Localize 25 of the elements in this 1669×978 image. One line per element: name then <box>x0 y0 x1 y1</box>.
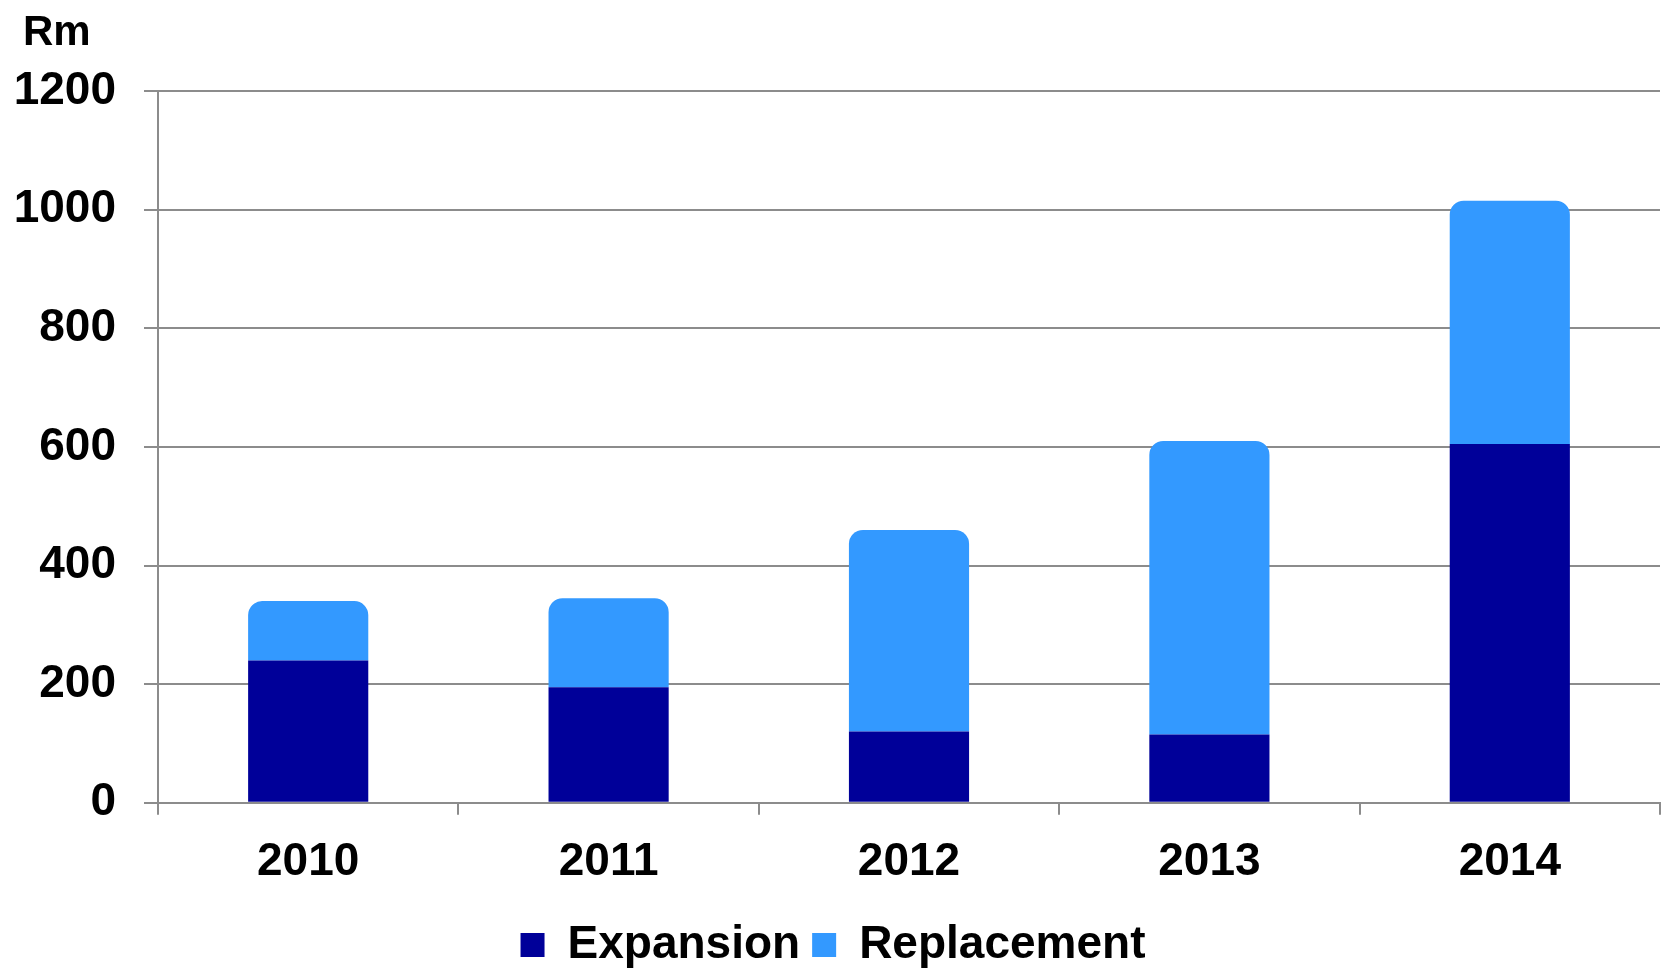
bar <box>1449 443 1570 802</box>
y-tick-label: 400 <box>39 536 116 589</box>
bar <box>848 529 970 732</box>
bar <box>548 598 669 688</box>
y-tick-label: 0 <box>90 773 116 826</box>
legend-label: Expansion <box>567 915 801 968</box>
x-tick-label: 2012 <box>857 833 961 886</box>
x-tick-label: 2011 <box>558 833 659 886</box>
bar <box>1149 734 1270 802</box>
legend-label: Replacement <box>859 915 1146 968</box>
bar <box>248 601 369 661</box>
y-tick-label: 600 <box>39 417 116 470</box>
x-tick-label: 2010 <box>257 833 360 886</box>
bar <box>548 687 669 802</box>
bar <box>1449 200 1570 444</box>
x-tick-label: 2014 <box>1458 833 1562 886</box>
x-tick-label: 2013 <box>1158 833 1261 886</box>
y-tick-label: 1000 <box>13 180 116 233</box>
bar <box>248 660 369 802</box>
y-tick-label: 800 <box>39 298 116 351</box>
y-tick-label: 200 <box>39 654 116 707</box>
bar <box>848 731 970 802</box>
y-tick-label: 1200 <box>13 61 116 114</box>
y-axis-title: Rm <box>23 7 91 54</box>
bar <box>1149 440 1270 735</box>
